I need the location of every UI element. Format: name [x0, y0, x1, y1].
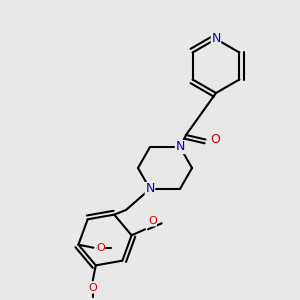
- Text: N: N: [175, 140, 185, 154]
- Text: O: O: [96, 243, 105, 253]
- Text: O: O: [88, 284, 97, 293]
- Text: O: O: [148, 216, 157, 226]
- Text: N: N: [211, 32, 221, 46]
- Text: O: O: [210, 133, 220, 146]
- Text: N: N: [145, 182, 155, 196]
